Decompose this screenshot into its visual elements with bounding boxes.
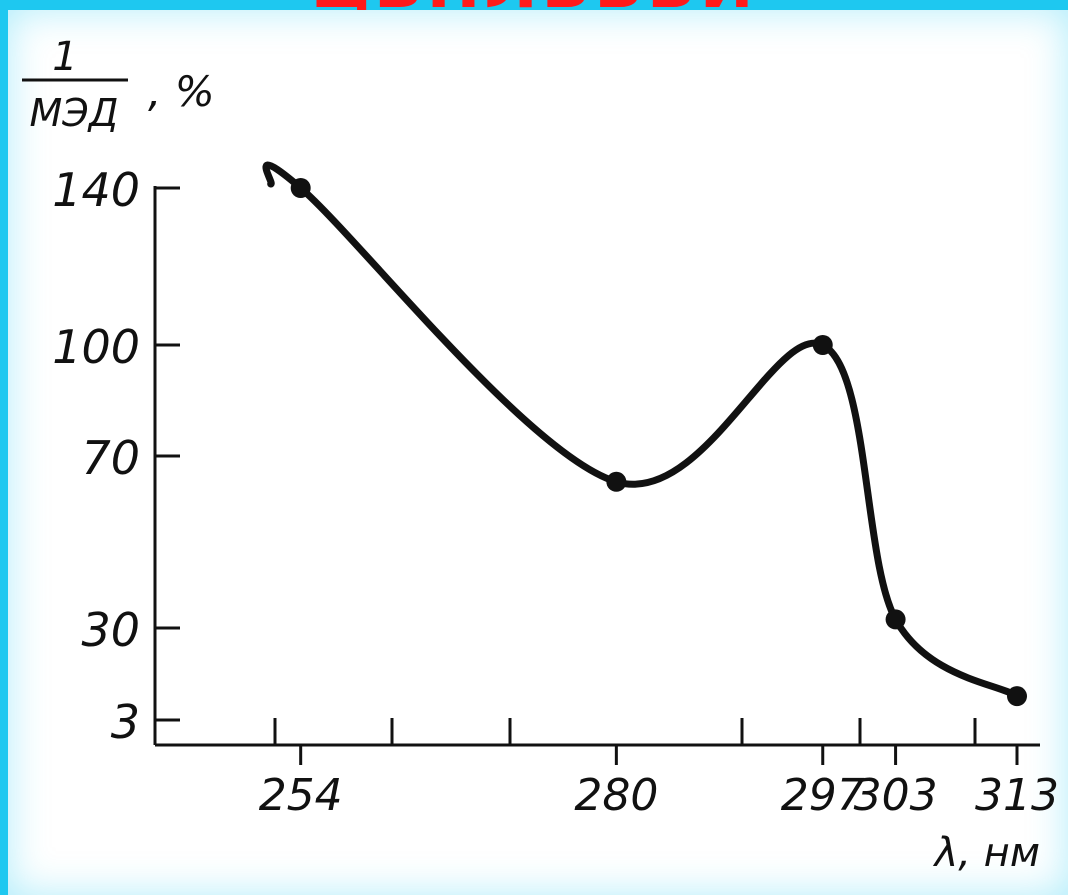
y-label-denominator: МЭД <box>29 91 118 135</box>
x-tick-label: 254 <box>259 770 343 821</box>
data-points <box>290 178 1027 707</box>
y-axis-label: 1 МЭД , % <box>22 34 215 135</box>
x-tick-label: 313 <box>975 770 1059 821</box>
data-point-313 <box>1007 686 1027 707</box>
x-axis-label: λ, нм <box>933 830 1040 876</box>
x-tick-label: 280 <box>574 770 658 821</box>
x-tick-label: 303 <box>854 770 938 821</box>
data-point-303 <box>885 609 906 630</box>
y-label-unit: , % <box>148 67 215 116</box>
y-tick-label: 70 <box>81 431 140 485</box>
chart-frame <box>8 10 1068 895</box>
x-tick-label: 297 <box>781 770 865 821</box>
y-ticks: 3 30 70 100 140 <box>52 163 180 749</box>
data-point-254 <box>290 178 311 198</box>
y-tick-label: 140 <box>52 163 140 217</box>
y-tick-label: 3 <box>111 695 140 749</box>
y-label-numerator: 1 <box>52 34 77 80</box>
data-point-297 <box>812 335 833 355</box>
data-point-280 <box>606 471 627 492</box>
y-tick-label: 100 <box>52 320 140 374</box>
y-tick-label: 30 <box>81 603 140 657</box>
